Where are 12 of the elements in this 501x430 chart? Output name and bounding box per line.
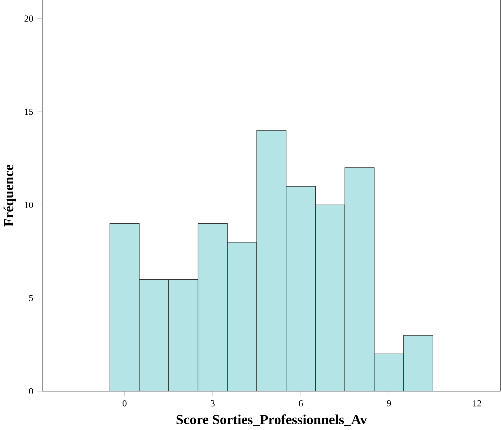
y-tick-label: 20	[24, 16, 34, 22]
x-tick-label: 0	[122, 400, 127, 407]
y-tick-label: 10	[25, 202, 34, 208]
x-tick-label: 6	[299, 400, 304, 407]
y-axis-title: Fréquence	[4, 164, 16, 227]
y-tick-label: 15	[25, 108, 34, 116]
x-tick-label: 9	[387, 400, 392, 407]
x-axis-title: Score Sorties_Professionnels_Av	[176, 414, 368, 426]
y-tick-label: 5	[30, 295, 34, 302]
x-tick-label: 12	[473, 400, 482, 407]
x-tick-label: 3	[211, 400, 215, 407]
y-tick-label: 0	[29, 388, 34, 395]
